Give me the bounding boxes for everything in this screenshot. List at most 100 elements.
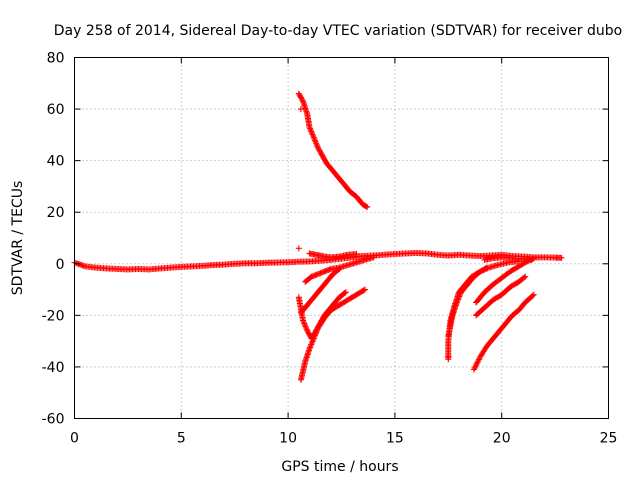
data-point (297, 93, 304, 100)
data-point (370, 254, 377, 261)
y-axis-label: SDTVAR / TECUs (10, 181, 26, 296)
data-point (312, 327, 319, 334)
data-point (297, 94, 304, 101)
series-arc-e (306, 250, 360, 261)
data-point (473, 360, 480, 367)
data-point (321, 156, 328, 163)
x-tick-label: 5 (177, 431, 186, 447)
y-tick-label: 20 (47, 205, 65, 221)
chart-title: Day 258 of 2014, Sidereal Day-to-day VTE… (54, 23, 622, 39)
y-tick-labels: -60 -40 -20 0 20 40 60 80 (42, 51, 65, 428)
y-tick-label: 0 (56, 257, 65, 273)
x-tick-label: 20 (493, 431, 511, 447)
data-point (475, 356, 482, 363)
data-point (318, 317, 325, 324)
x-tick-label: 15 (386, 431, 404, 447)
data-point (295, 245, 302, 252)
data-point (360, 287, 367, 294)
data-point (474, 359, 481, 366)
data-point (295, 90, 302, 97)
data-point (558, 254, 565, 261)
series-arc-k (481, 254, 535, 263)
data-point (364, 204, 371, 211)
data-point (335, 266, 342, 273)
y-tick-label: 60 (47, 102, 65, 118)
data-point (528, 256, 535, 263)
data-point (308, 335, 315, 342)
data-point (315, 322, 322, 329)
data-point (475, 357, 482, 364)
data-point (316, 147, 323, 154)
data-point (319, 314, 326, 321)
data-point (317, 320, 324, 327)
data-point (317, 318, 324, 325)
series-upper-arc (295, 90, 371, 211)
data-point (361, 286, 368, 293)
x-axis-label: GPS time / hours (281, 459, 398, 475)
data-point (315, 146, 322, 153)
y-tick-label: -20 (42, 308, 65, 324)
data-point (304, 327, 311, 334)
data-point (317, 148, 324, 155)
data-point (341, 290, 348, 297)
data-point (315, 323, 322, 330)
y-tick-label: 40 (47, 154, 65, 170)
data-point (353, 250, 360, 257)
x-tick-label: 25 (600, 431, 618, 447)
data-point (319, 153, 326, 160)
data-point (314, 325, 321, 332)
data-point (315, 144, 322, 151)
series-arc-h (470, 291, 537, 373)
data-point (445, 353, 452, 360)
y-tick-label: 80 (47, 51, 65, 67)
data-point (363, 203, 370, 210)
series-baseline (71, 249, 565, 273)
data-point (482, 265, 489, 272)
data-point (470, 366, 477, 373)
x-tick-label: 0 (70, 431, 79, 447)
series-outliers (295, 106, 452, 360)
data-point (310, 332, 317, 339)
series-arc-a (302, 254, 377, 285)
data-point (322, 157, 329, 164)
y-tick-label: -60 (42, 412, 65, 428)
data-points (71, 90, 565, 383)
data-point (473, 362, 480, 369)
data-point (312, 329, 319, 336)
data-point (298, 95, 305, 102)
data-point (299, 97, 306, 104)
y-tick-label: -40 (42, 360, 65, 376)
data-point (342, 289, 349, 296)
data-point (521, 274, 528, 281)
data-point (530, 291, 537, 298)
series-arc-d (295, 289, 349, 342)
data-point (320, 155, 327, 162)
data-point (305, 329, 312, 336)
tick-marks (74, 57, 609, 419)
series-arc-g (445, 264, 490, 339)
data-point (316, 321, 323, 328)
data-point (472, 363, 479, 370)
data-point (297, 106, 304, 113)
data-point (319, 152, 326, 159)
data-point (296, 91, 303, 98)
x-tick-label: 10 (279, 431, 297, 447)
x-tick-labels: 0 5 10 15 20 25 (70, 431, 617, 447)
plot-frame (74, 57, 609, 419)
data-point (318, 151, 325, 158)
data-point (309, 334, 316, 341)
data-point (319, 316, 326, 323)
data-point (305, 330, 312, 337)
data-point (529, 292, 536, 299)
data-point (522, 273, 529, 280)
data-point (483, 264, 490, 271)
data-point (313, 326, 320, 333)
data-point (317, 149, 324, 156)
series-arc-j (473, 273, 529, 319)
data-point (336, 265, 343, 272)
data-point (311, 330, 318, 337)
data-point (310, 331, 317, 338)
data-point (471, 365, 478, 372)
grid (74, 57, 609, 419)
